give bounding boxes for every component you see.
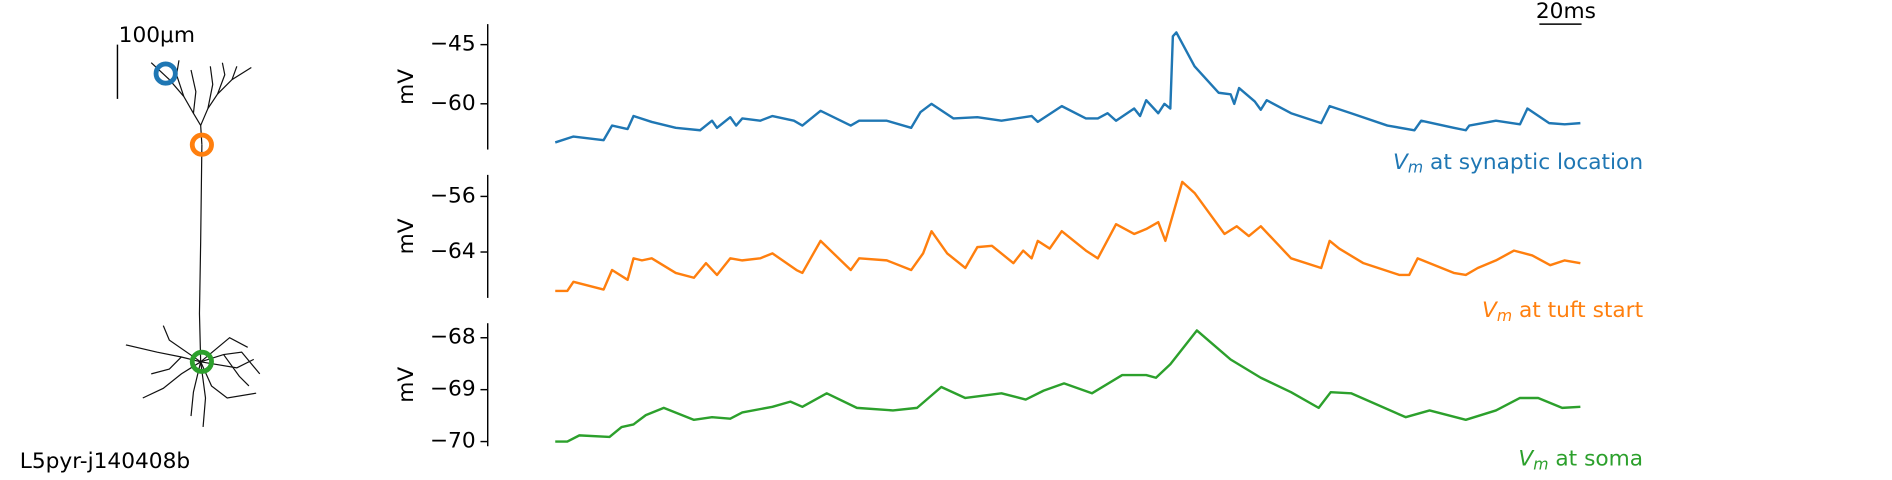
- y-tick-label: −70: [430, 429, 476, 454]
- y-tick-label: −45: [430, 32, 476, 57]
- label-symbol: V: [1518, 446, 1535, 471]
- trace: [555, 329, 1581, 443]
- y-tick-label: −68: [430, 325, 476, 350]
- label-subscript: m: [1533, 454, 1548, 473]
- y-axis-label: mV: [394, 69, 419, 105]
- cell-name: L5pyr-j140408b: [20, 449, 190, 474]
- label-subscript: m: [1497, 305, 1512, 324]
- label-text: at tuft start: [1512, 298, 1643, 323]
- y-axis-label: mV: [394, 367, 419, 403]
- label-text: at soma: [1549, 446, 1644, 471]
- site-marker: [189, 349, 214, 374]
- length-scalebar-label: 100μm: [119, 23, 195, 48]
- trace-label: Vm at tuft start: [1482, 298, 1643, 324]
- label-text: at synaptic location: [1423, 150, 1643, 175]
- site-marker: [189, 132, 214, 157]
- y-tick-label: −64: [430, 239, 476, 264]
- time-scalebar-label: 20ms: [1536, 0, 1596, 24]
- y-tick-label: −56: [430, 183, 476, 208]
- site-marker: [153, 61, 178, 86]
- y-tick-label: −60: [430, 91, 476, 116]
- trace: [555, 180, 1581, 293]
- label-symbol: V: [1482, 298, 1499, 323]
- y-axis-label: mV: [394, 218, 419, 254]
- trace-label: Vm at soma: [1518, 446, 1643, 472]
- label-symbol: V: [1393, 150, 1410, 175]
- y-tick-label: −69: [430, 377, 476, 402]
- label-subscript: m: [1408, 157, 1423, 176]
- neuron-morphology: [125, 60, 261, 427]
- trace: [554, 31, 1581, 144]
- trace-label: Vm at synaptic location: [1393, 150, 1643, 176]
